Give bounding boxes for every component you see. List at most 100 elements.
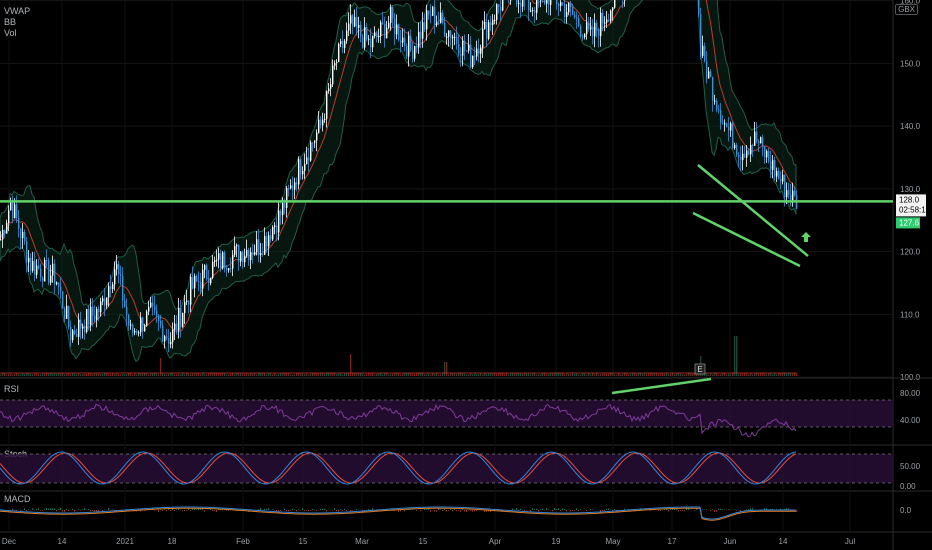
macd-histogram-bar: [40, 510, 42, 511]
macd-histogram-bar: [12, 508, 14, 510]
volume-bar: [70, 374, 72, 376]
macd-histogram-bar: [788, 508, 790, 510]
candle: [60, 286, 62, 292]
volume-bar: [466, 374, 468, 376]
candle: [440, 12, 442, 23]
volume-bar: [774, 373, 776, 376]
volume-bar: [186, 372, 188, 376]
chart-legend: VWAP BB Vol: [4, 6, 30, 39]
volume-bar: [556, 373, 558, 376]
candle: [372, 35, 374, 48]
volume-bar: [690, 372, 692, 376]
volume-bar: [558, 372, 560, 376]
candle: [468, 44, 470, 51]
candle: [142, 317, 144, 332]
candle: [402, 37, 404, 43]
volume-bar: [784, 372, 786, 376]
volume-bar: [0, 374, 2, 376]
macd-histogram-bar: [764, 508, 766, 510]
volume-bar: [192, 373, 194, 376]
candle: [284, 202, 286, 208]
legend-vwap[interactable]: VWAP: [4, 6, 31, 16]
volume-bar: [284, 372, 286, 376]
volume-bar: [366, 374, 368, 376]
macd-histogram-bar: [490, 510, 492, 512]
macd-histogram-bar: [578, 510, 580, 512]
macd-histogram-bar: [174, 510, 176, 511]
volume-bar: [608, 373, 610, 376]
macd-histogram-bar: [52, 508, 54, 510]
x-tick-label: Jun: [724, 537, 737, 546]
macd-histogram-bar: [624, 508, 626, 510]
volume-bar: [294, 374, 296, 376]
legend-vol[interactable]: Vol: [4, 28, 17, 38]
candle: [102, 298, 104, 302]
volume-bar: [156, 373, 158, 376]
x-tick-label: 14: [58, 537, 67, 546]
macd-histogram-bar: [706, 509, 708, 510]
candle: [156, 310, 158, 316]
y-tick-label: 120.0: [900, 248, 921, 257]
volume-bar: [176, 374, 178, 376]
macd-histogram-bar: [186, 510, 188, 511]
candle: [726, 123, 728, 127]
candle: [340, 41, 342, 45]
currency-badge[interactable]: GBX: [895, 4, 918, 15]
candle: [394, 18, 396, 35]
volume-bar: [740, 373, 742, 376]
candle: [532, 10, 534, 12]
y-tick-label: 150.0: [900, 59, 921, 68]
volume-bar: [328, 373, 330, 376]
candle: [572, 7, 574, 15]
macd-histogram-bar: [770, 508, 772, 510]
volume-bar: [416, 372, 418, 376]
candle: [592, 27, 594, 37]
volume-bar: [190, 374, 192, 376]
legend-bb[interactable]: BB: [4, 17, 17, 27]
candle: [328, 88, 330, 91]
macd-histogram-bar: [488, 510, 490, 512]
macd-histogram-bar: [670, 508, 672, 510]
volume-bar: [374, 374, 376, 376]
volume-bar: [272, 374, 274, 376]
macd-histogram-bar: [444, 508, 446, 510]
candle: [194, 275, 196, 289]
volume-bar: [778, 372, 780, 376]
candle: [570, 3, 572, 8]
candle: [266, 235, 268, 247]
volume-bar: [370, 373, 372, 376]
candle: [86, 309, 88, 333]
macd-histogram-bar: [572, 510, 574, 511]
macd-histogram-bar: [472, 510, 474, 512]
candle: [412, 50, 414, 59]
candle: [466, 50, 468, 52]
macd-histogram-bar: [198, 508, 200, 510]
candle: [704, 45, 706, 61]
volume-bar: [110, 374, 112, 376]
candle: [766, 151, 768, 158]
candle: [784, 174, 786, 198]
candle: [208, 279, 210, 284]
candle: [138, 332, 140, 334]
candle: [560, 2, 562, 6]
volume-bar: [592, 373, 594, 376]
x-tick-label: 17: [668, 537, 677, 546]
candle: [94, 315, 96, 320]
volume-bar: [478, 374, 480, 376]
macd-histogram-bar: [276, 510, 278, 512]
candle: [498, 4, 500, 8]
macd-title: MACD: [4, 494, 31, 504]
volume-bar: [734, 336, 736, 376]
volume-bar: [26, 372, 28, 376]
macd-histogram-bar: [740, 510, 742, 512]
volume-bar: [174, 374, 176, 376]
volume-bar: [384, 372, 386, 376]
volume-bar: [304, 374, 306, 376]
breakout-arrow-icon: [801, 232, 811, 242]
candle: [122, 275, 124, 301]
candle: [548, 0, 550, 5]
volume-bar: [620, 374, 622, 376]
candle: [408, 36, 410, 57]
candle: [326, 90, 328, 119]
